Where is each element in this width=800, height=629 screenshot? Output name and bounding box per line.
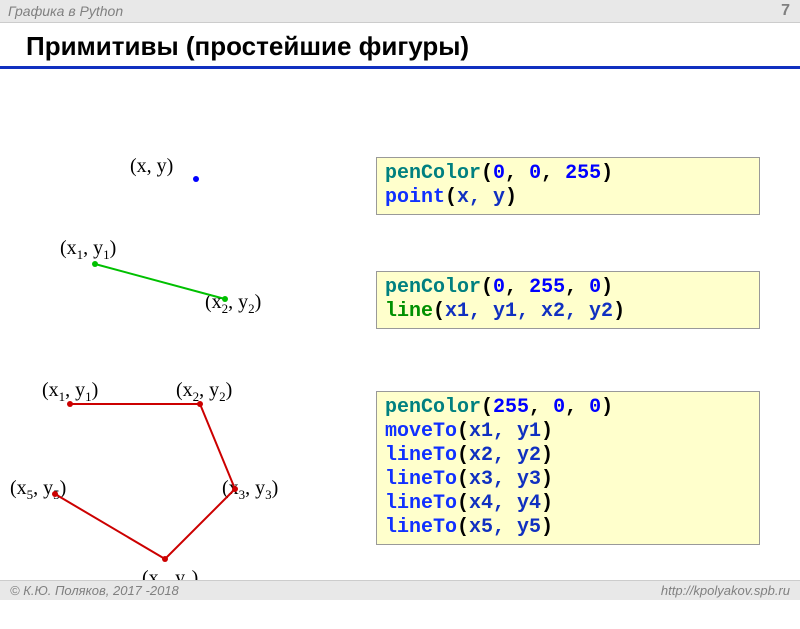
- slide-header: Графика в Python 7: [0, 0, 800, 23]
- code-polyline: penColor(255, 0, 0)moveTo(x1, y1)lineTo(…: [376, 391, 760, 545]
- polyline-shape: [0, 69, 360, 629]
- footer-url: http://kpolyakov.spb.ru: [661, 583, 790, 598]
- slide-title: Примитивы (простейшие фигуры): [0, 23, 800, 69]
- code-point: penColor(0, 0, 255)point(x, y): [376, 157, 760, 215]
- page-number: 7: [781, 2, 790, 20]
- slide-footer: © К.Ю. Поляков, 2017 -2018 http://kpolya…: [0, 580, 800, 600]
- code-line: penColor(0, 255, 0)line(x1, y1, x2, y2): [376, 271, 760, 329]
- header-title: Графика в Python: [8, 3, 123, 19]
- footer-copyright: © К.Ю. Поляков, 2017 -2018: [10, 583, 179, 598]
